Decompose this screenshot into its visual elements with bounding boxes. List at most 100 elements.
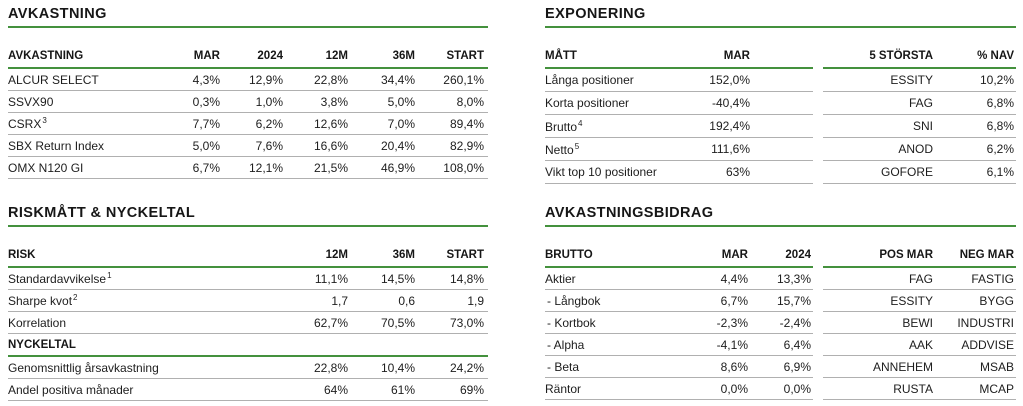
cell-value: 62,7%: [278, 311, 348, 334]
row-label: Brutto4: [545, 114, 663, 138]
cell-value: 14,5%: [348, 267, 415, 290]
cell-value: 7,6%: [220, 134, 283, 157]
table-row: Standardavvikelse1 11,1% 14,5% 14,8%: [8, 267, 488, 290]
section-title-exponering: EXPONERING: [545, 6, 1016, 28]
bidrag-header-row: BRUTTO MAR 2024: [545, 243, 813, 268]
cell-value: 64%: [278, 378, 348, 401]
row-label: FAG: [823, 267, 933, 290]
row-label: Korrelation: [8, 311, 278, 334]
cell-value: -40,4%: [663, 91, 813, 115]
cell-value: 3,8%: [283, 90, 348, 113]
cell-value: 15,7%: [748, 289, 813, 312]
table-row: Korta positioner -40,4%: [545, 91, 813, 115]
column-header: BRUTTO: [545, 243, 665, 268]
column-header: RISK: [8, 243, 278, 268]
row-label: - Alpha: [545, 333, 665, 356]
cell-value: -2,4%: [748, 311, 813, 334]
table-row: ESSITY 10,2%: [823, 68, 1016, 92]
column-header: START: [415, 243, 488, 268]
cell-value: 22,8%: [278, 356, 348, 379]
column-header: MAR: [168, 44, 220, 69]
cell-value: 70,5%: [348, 311, 415, 334]
cell-value: 21,5%: [283, 156, 348, 179]
row-label: - Beta: [545, 355, 665, 378]
cell-value: 7,0%: [348, 112, 415, 135]
cell-value: 16,6%: [283, 134, 348, 157]
cell-value: 111,6%: [663, 137, 813, 161]
cell-value: MSAB: [933, 355, 1016, 378]
cell-value: 13,3%: [748, 267, 813, 290]
row-label: BEWI: [823, 311, 933, 334]
column-header: MAR: [663, 44, 813, 69]
column-header: MÅTT: [545, 44, 663, 69]
table-row: ALCUR SELECT 4,3% 12,9% 22,8% 34,4% 260,1%: [8, 68, 488, 91]
cell-value: 0,3%: [168, 90, 220, 113]
cell-value: 5,0%: [348, 90, 415, 113]
cell-value: 12,1%: [220, 156, 283, 179]
cell-value: 73,0%: [415, 311, 488, 334]
table-row: ESSITY BYGG: [823, 289, 1016, 312]
cell-value: 152,0%: [663, 68, 813, 92]
footnote-ref: 3: [42, 116, 47, 125]
table-row: Genomsnittlig årsavkastning 22,8% 10,4% 24,…: [8, 356, 488, 379]
exponering-tables: MÅTT MAR Långa positioner 152,0% Korta pos…: [545, 28, 1016, 184]
row-label: - Kortbok: [545, 311, 665, 334]
table-row: Korrelation 62,7% 70,5% 73,0%: [8, 311, 488, 334]
table-row: - Kortbok -2,3% -2,4%: [545, 311, 813, 334]
cell-value: 1,7: [278, 289, 348, 312]
table-row: ANOD 6,2%: [823, 137, 1016, 161]
cell-value: 5,0%: [168, 134, 220, 157]
column-header: 36M: [348, 243, 415, 268]
cell-value: 6,8%: [933, 91, 1016, 115]
table-row: SBX Return Index 5,0% 7,6% 16,6% 20,4% 82,9%: [8, 134, 488, 157]
cell-value: INDUSTRI: [933, 311, 1016, 334]
cell-value: 82,9%: [415, 134, 488, 157]
cell-value: 6,7%: [665, 289, 748, 312]
column-header: NEG MAR: [933, 243, 1016, 268]
row-label: ANNEHEM: [823, 355, 933, 378]
cell-value: 14,8%: [415, 267, 488, 290]
cell-value: 0,0%: [748, 377, 813, 400]
column-header: POS MAR: [823, 243, 933, 268]
footnote-ref: 4: [578, 118, 583, 128]
cell-value: MCAP: [933, 377, 1016, 400]
row-label: AAK: [823, 333, 933, 356]
cell-value: 260,1%: [415, 68, 488, 91]
table-row: Långa positioner 152,0%: [545, 68, 813, 92]
cell-value: 4,4%: [665, 267, 748, 290]
cell-value: 0,6: [348, 289, 415, 312]
column-header: 2024: [748, 243, 813, 268]
section-avkastning: AVKASTNING AVKASTNING MAR 2024 12M 36M S…: [8, 6, 488, 205]
table-row: Räntor 0,0% 0,0%: [545, 377, 813, 400]
row-label: Långa positioner: [545, 68, 663, 92]
bidrag-brutto-table: BRUTTO MAR 2024 Aktier 4,4% 13,3% - Långbok…: [545, 243, 813, 400]
footnote-ref: 5: [574, 141, 580, 151]
row-label: Räntor: [545, 377, 665, 400]
row-label: SNI: [823, 114, 933, 138]
cell-value: 1,9: [415, 289, 488, 312]
cell-value: 89,4%: [415, 112, 488, 135]
table-row: Brutto4 192,4%: [545, 114, 813, 138]
cell-value: 63%: [663, 160, 813, 184]
row-label: ESSITY: [823, 68, 933, 92]
table-row: - Beta 8,6% 6,9%: [545, 355, 813, 378]
section-exponering: EXPONERING MÅTT MAR Långa positioner 152,…: [545, 6, 1016, 205]
riskmatt-table: RISK 12M 36M START Standardavvikelse1 11,…: [8, 243, 488, 401]
table-row: Andel positiva månader 64% 61% 69%: [8, 378, 488, 401]
cell-value: 6,4%: [748, 333, 813, 356]
row-label: Genomsnittlig årsavkastning: [8, 356, 278, 379]
cell-value: 46,9%: [348, 156, 415, 179]
cell-value: 0,0%: [665, 377, 748, 400]
exponering-header-row: MÅTT MAR: [545, 44, 813, 69]
column-header: AVKASTNING: [8, 44, 168, 69]
row-label: Aktier: [545, 267, 665, 290]
table-row: GOFORE 6,1%: [823, 160, 1016, 184]
row-label: CSRX3: [8, 112, 168, 135]
section-title-riskmatt: RISKMÅTT & NYCKELTAL: [8, 205, 488, 227]
footnote-ref: 2: [73, 293, 78, 302]
cell-value: 7,7%: [168, 112, 220, 135]
cell-value: 6,2%: [220, 112, 283, 135]
cell-value: 22,8%: [283, 68, 348, 91]
cell-value: 8,6%: [665, 355, 748, 378]
avkastning-header-row: AVKASTNING MAR 2024 12M 36M START: [8, 44, 488, 69]
